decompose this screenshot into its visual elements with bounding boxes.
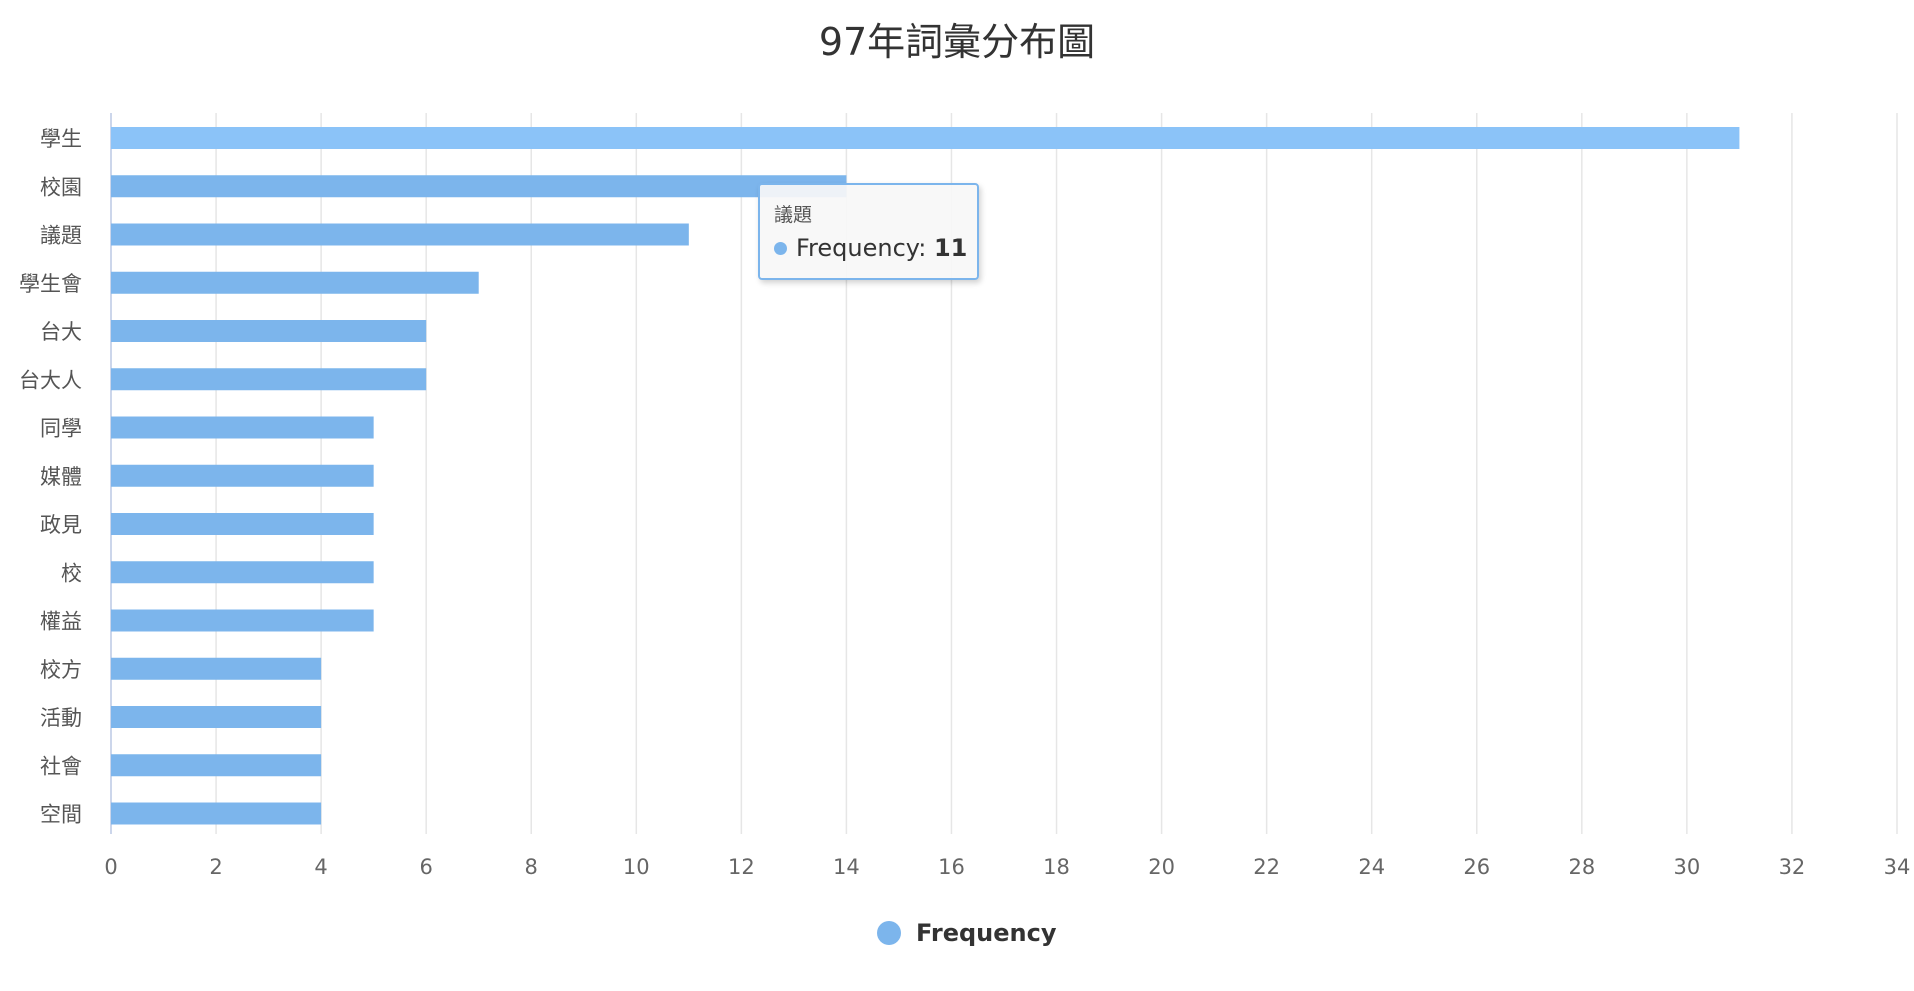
x-tick-label: 34 [1884, 855, 1911, 879]
x-tick-label: 18 [1043, 855, 1070, 879]
bar[interactable] [111, 127, 1740, 149]
bar[interactable] [111, 368, 427, 391]
tooltip-category: 議題 [774, 204, 813, 226]
category-label: 空間 [40, 803, 82, 827]
legend-marker[interactable] [877, 921, 901, 945]
tooltip-separator: : [918, 234, 934, 262]
x-tick-label: 8 [525, 855, 538, 879]
x-tick-label: 30 [1674, 855, 1701, 879]
bar[interactable] [111, 657, 322, 680]
category-label: 媒體 [40, 465, 82, 489]
grid-lines [110, 113, 1898, 834]
tooltip: 議題 Frequency: 11 [758, 183, 979, 280]
category-label: 活動 [40, 706, 82, 730]
bar[interactable] [111, 754, 322, 777]
x-tick-label: 12 [728, 855, 755, 879]
tooltip-value: 11 [933, 234, 968, 262]
category-label: 議題 [40, 224, 82, 248]
bar[interactable] [111, 223, 689, 246]
x-tick-label: 16 [938, 855, 965, 879]
bar[interactable] [111, 513, 374, 535]
x-tick-label: 28 [1568, 855, 1595, 879]
bar[interactable] [111, 271, 479, 294]
category-label: 學生 [40, 127, 82, 151]
tooltip-series-name: Frequency [796, 234, 919, 262]
bar-group [111, 127, 1740, 825]
x-tick-label: 14 [833, 855, 860, 879]
category-label: 政見 [40, 513, 82, 537]
bar[interactable] [111, 175, 847, 198]
bar[interactable] [111, 464, 374, 487]
x-tick-label: 26 [1463, 855, 1490, 879]
category-label: 校園 [40, 175, 82, 199]
tooltip-row: Frequency: 11 [774, 233, 967, 263]
x-tick-label: 22 [1253, 855, 1280, 879]
bar[interactable] [111, 802, 322, 825]
category-label: 同學 [40, 417, 82, 441]
x-tick-label: 24 [1358, 855, 1385, 879]
bar[interactable] [111, 320, 427, 342]
x-tick-label: 32 [1779, 855, 1806, 879]
x-tick-label: 0 [104, 855, 117, 879]
category-label: 權益 [40, 610, 82, 634]
bar[interactable] [111, 416, 374, 439]
x-tick-label: 20 [1148, 855, 1175, 879]
x-tick-label: 4 [314, 855, 327, 879]
category-label: 社會 [40, 754, 82, 778]
tooltip-series-dot-icon [774, 242, 787, 255]
category-label: 台大 [40, 320, 82, 344]
bar[interactable] [111, 706, 322, 728]
x-tick-label: 6 [419, 855, 432, 879]
category-label: 校方 [40, 658, 82, 682]
x-tick-label: 2 [209, 855, 222, 879]
x-axis-ticks: 0 2 4 6 8 10 12 14 16 18 20 22 24 26 28 30 32 34 [104, 855, 1910, 879]
chart-title: 97年詞彙分布圖 [819, 20, 1095, 64]
legend-label[interactable]: Frequency [916, 919, 1057, 947]
category-label: 台大人 [19, 368, 82, 392]
bar[interactable] [111, 609, 374, 632]
bar[interactable] [111, 561, 374, 584]
legend[interactable]: Frequency [877, 919, 1057, 947]
category-label: 校 [61, 561, 82, 585]
x-tick-label: 10 [623, 855, 650, 879]
category-label: 學生會 [19, 272, 82, 296]
